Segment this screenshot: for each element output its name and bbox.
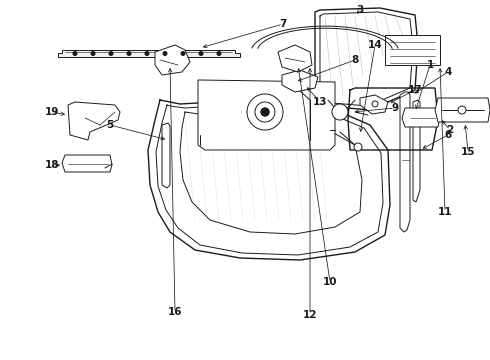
Polygon shape <box>435 98 490 122</box>
Polygon shape <box>360 95 388 114</box>
Circle shape <box>181 52 185 55</box>
Circle shape <box>247 94 283 130</box>
Polygon shape <box>162 123 170 188</box>
Text: 17: 17 <box>408 85 422 95</box>
Text: 8: 8 <box>351 55 359 65</box>
Text: 2: 2 <box>446 125 454 135</box>
Text: 12: 12 <box>303 310 317 320</box>
Polygon shape <box>413 100 420 202</box>
Text: 19: 19 <box>45 107 59 117</box>
Circle shape <box>109 52 113 55</box>
Text: 11: 11 <box>438 207 452 217</box>
Text: 16: 16 <box>168 307 182 317</box>
Polygon shape <box>278 45 312 72</box>
Text: 13: 13 <box>313 97 327 107</box>
Polygon shape <box>155 45 190 75</box>
Polygon shape <box>58 50 240 57</box>
Polygon shape <box>68 102 120 140</box>
Circle shape <box>255 102 275 122</box>
Polygon shape <box>402 108 440 127</box>
Circle shape <box>127 52 131 55</box>
Text: 14: 14 <box>368 40 382 50</box>
Text: 15: 15 <box>461 147 475 157</box>
Circle shape <box>73 52 77 55</box>
Text: 18: 18 <box>45 160 59 170</box>
Circle shape <box>458 106 466 114</box>
Polygon shape <box>385 35 440 65</box>
Text: 6: 6 <box>444 130 452 140</box>
Polygon shape <box>198 80 335 150</box>
Circle shape <box>261 108 269 116</box>
Text: 7: 7 <box>279 19 287 29</box>
Circle shape <box>91 52 95 55</box>
Circle shape <box>145 52 149 55</box>
Text: 3: 3 <box>356 5 364 15</box>
Circle shape <box>332 104 348 120</box>
Text: 1: 1 <box>426 60 434 70</box>
Polygon shape <box>400 92 410 232</box>
Circle shape <box>163 52 167 55</box>
Polygon shape <box>282 70 318 92</box>
Circle shape <box>199 52 203 55</box>
Text: 4: 4 <box>444 67 452 77</box>
Circle shape <box>217 52 221 55</box>
Polygon shape <box>62 155 112 172</box>
Polygon shape <box>315 8 418 110</box>
Circle shape <box>354 143 362 151</box>
Circle shape <box>372 101 378 107</box>
Text: 9: 9 <box>392 103 398 113</box>
Text: 5: 5 <box>106 120 114 130</box>
Text: 10: 10 <box>323 277 337 287</box>
